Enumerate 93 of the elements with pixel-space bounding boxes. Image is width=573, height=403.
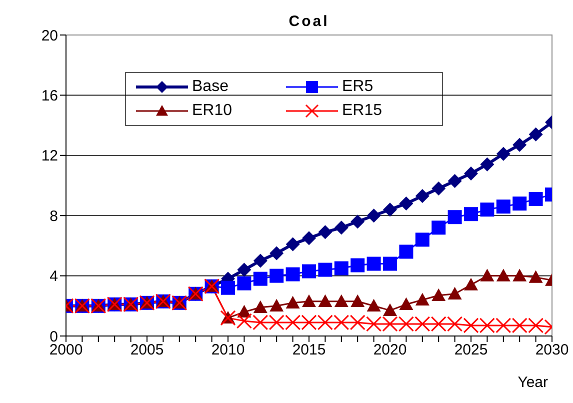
y-tick-label: 16 <box>41 88 58 105</box>
x-tick-label: 2030 <box>535 342 569 359</box>
point <box>302 264 316 278</box>
x-tick-label: 2010 <box>211 342 245 359</box>
x-tick-label: 2025 <box>454 342 488 359</box>
point <box>366 316 382 332</box>
point <box>270 298 284 312</box>
point <box>286 296 300 308</box>
point <box>512 268 527 282</box>
point <box>415 292 430 306</box>
point <box>463 318 479 334</box>
point <box>286 267 300 282</box>
point <box>447 316 463 332</box>
point <box>480 157 494 172</box>
legend-label: ER15 <box>342 102 382 120</box>
point <box>464 278 478 290</box>
point <box>318 225 332 240</box>
point <box>496 268 510 282</box>
point <box>366 256 381 271</box>
point <box>253 254 268 268</box>
point <box>399 196 414 211</box>
point <box>479 318 495 334</box>
point <box>268 314 284 330</box>
point <box>432 288 446 301</box>
point <box>270 246 284 260</box>
y-tick-label: 20 <box>41 27 58 44</box>
point <box>480 202 494 217</box>
point <box>253 300 268 314</box>
point <box>496 146 510 161</box>
point <box>528 318 544 334</box>
point <box>237 276 252 290</box>
point <box>496 200 510 214</box>
point <box>302 294 316 307</box>
point <box>383 202 397 217</box>
point <box>528 192 543 206</box>
point <box>528 127 543 142</box>
x-tick-label: 2020 <box>373 342 407 359</box>
point <box>432 220 446 235</box>
point <box>415 189 430 204</box>
point <box>334 261 348 276</box>
point <box>350 294 365 307</box>
legend-label: ER10 <box>192 102 232 120</box>
point <box>415 232 430 247</box>
x-tick-label: 2015 <box>292 342 326 359</box>
point <box>430 316 446 332</box>
x-axis-title: Year <box>518 374 548 391</box>
point <box>350 314 366 330</box>
y-tick-label: 8 <box>50 208 58 225</box>
chart-title: Coal <box>288 13 330 30</box>
point <box>512 318 528 334</box>
point <box>253 272 268 286</box>
legend-label: Base <box>192 78 228 96</box>
point <box>448 210 462 224</box>
point <box>301 314 317 330</box>
point <box>383 256 397 271</box>
point <box>270 268 284 283</box>
point <box>448 174 462 188</box>
legend-label: ER5 <box>342 78 374 96</box>
point <box>399 244 414 259</box>
point <box>480 268 494 282</box>
point <box>512 196 527 211</box>
point <box>382 316 398 332</box>
point <box>512 138 527 152</box>
point <box>317 314 333 330</box>
point <box>383 303 397 316</box>
point <box>237 262 252 277</box>
point <box>464 166 478 180</box>
point <box>285 314 301 330</box>
point <box>302 231 316 246</box>
point <box>398 316 414 332</box>
point <box>334 294 348 307</box>
point <box>318 294 332 307</box>
point <box>432 182 446 196</box>
y-tick-label: 4 <box>50 268 58 286</box>
point <box>318 262 332 277</box>
point <box>221 280 235 295</box>
point <box>366 298 381 312</box>
point <box>399 297 414 310</box>
point <box>528 270 543 283</box>
point <box>334 314 350 330</box>
point <box>252 314 268 330</box>
point <box>350 258 365 272</box>
point <box>496 318 512 334</box>
x-tick-label: 2005 <box>130 342 164 359</box>
point <box>464 207 478 222</box>
point <box>236 313 252 329</box>
point <box>414 316 430 332</box>
y-tick-label: 12 <box>41 148 58 165</box>
point <box>334 220 348 235</box>
point <box>286 237 300 252</box>
point <box>350 214 365 229</box>
point <box>448 286 462 300</box>
point <box>366 208 381 223</box>
